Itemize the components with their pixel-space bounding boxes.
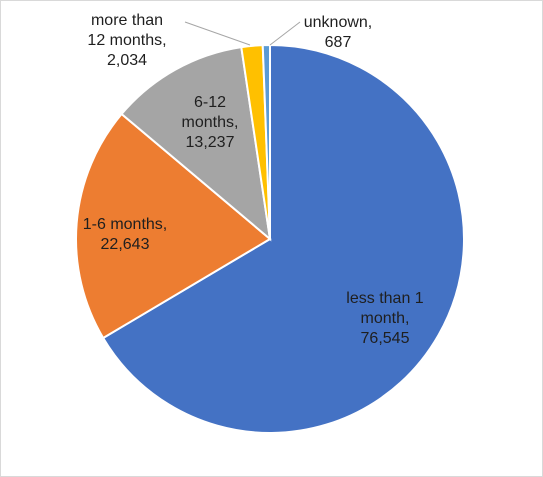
leader-lines (184, 21, 301, 46)
data-label-line: 13,237 (186, 134, 235, 151)
data-label-line: 22,643 (101, 236, 150, 253)
data-label-6-12-months: 6-12 months, 13,237 (182, 94, 239, 151)
data-label-line: more than (91, 12, 163, 29)
pie-slice-less-than-1-month (101, 43, 465, 434)
data-label-line: 1-6 months, (83, 216, 167, 233)
data-labels: less than 1 month, 76,545 1-6 months, 22,643… (83, 12, 424, 347)
pie-slice-6-12-months (120, 45, 272, 242)
leader-line-unknown (269, 21, 301, 46)
pie-slice-1-6-months (75, 112, 272, 340)
data-label-line: unknown, (304, 14, 373, 31)
data-label-line: month, (361, 310, 410, 327)
leader-line-more-than-12-months (184, 21, 251, 46)
data-label-unknown: unknown, 687 (304, 14, 373, 51)
pie-slice-unknown (261, 43, 271, 240)
data-label-more-than-12-months: more than 12 months, 2,034 (87, 12, 166, 69)
data-label-line: 76,545 (361, 330, 410, 347)
data-label-less-than-1-month: less than 1 month, 76,545 (346, 290, 423, 347)
data-label-line: months, (182, 114, 239, 131)
data-label-line: 2,034 (107, 52, 147, 69)
data-label-line: 687 (325, 34, 352, 51)
data-label-line: less than 1 (346, 290, 423, 307)
data-label-line: 6-12 (194, 94, 226, 111)
data-label-1-6-months: 1-6 months, 22,643 (83, 216, 167, 253)
data-label-line: 12 months, (87, 32, 166, 49)
pie-slices (75, 43, 465, 434)
